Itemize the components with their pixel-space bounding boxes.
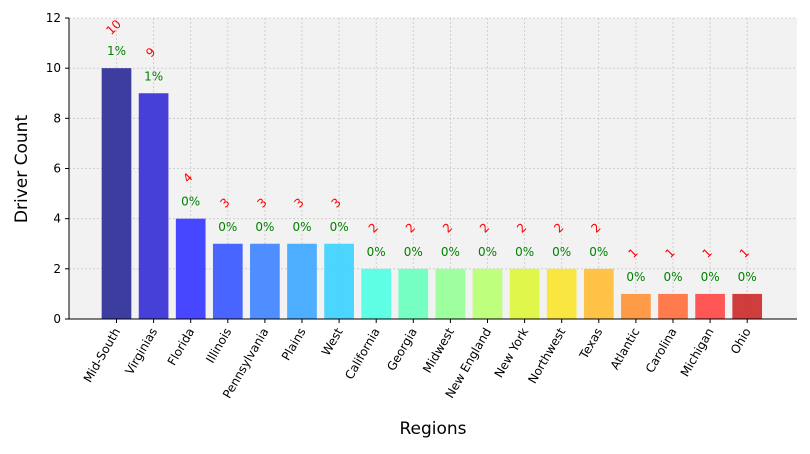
- bar: [250, 243, 280, 319]
- x-tick-label: Florida: [165, 326, 198, 368]
- bar: [398, 268, 429, 319]
- y-tick-label: 8: [53, 111, 61, 125]
- bar: [101, 68, 132, 320]
- x-tick-label: Atlantic: [608, 326, 643, 373]
- bar: [435, 268, 466, 319]
- bar: [583, 268, 614, 319]
- percent-label: 0%: [478, 245, 497, 259]
- percent-label: 0%: [626, 270, 645, 284]
- bar: [472, 268, 503, 319]
- x-tick-label: Michigan: [678, 326, 717, 380]
- bar: [212, 243, 243, 319]
- x-tick-label: Carolina: [643, 326, 680, 376]
- bar: [138, 93, 169, 319]
- y-tick-label: 2: [53, 262, 61, 276]
- percent-label: 0%: [552, 245, 571, 259]
- percent-label: 0%: [738, 270, 757, 284]
- percent-label: 0%: [367, 245, 386, 259]
- percent-label: 1%: [144, 69, 163, 83]
- x-tick-label: Plains: [279, 326, 309, 363]
- bar: [361, 268, 392, 319]
- bar: [658, 293, 688, 319]
- bar: [732, 293, 763, 319]
- bar: [509, 268, 540, 319]
- y-tick-label: 0: [53, 312, 61, 326]
- bar: [175, 218, 206, 319]
- bars: [101, 68, 763, 320]
- percent-label: 0%: [218, 220, 237, 234]
- y-tick-label: 6: [53, 162, 61, 176]
- x-tick-label: West: [319, 325, 346, 358]
- x-tick-label: New York: [492, 325, 532, 380]
- bar: [621, 293, 651, 319]
- bar: [287, 243, 317, 319]
- percent-label: 0%: [515, 245, 534, 259]
- x-tick-label: Ohio: [728, 326, 754, 357]
- y-tick-label: 10: [46, 61, 61, 75]
- percent-label: 0%: [255, 220, 274, 234]
- percent-label: 0%: [404, 245, 423, 259]
- x-tick-label: Illinois: [203, 326, 234, 366]
- percent-label: 1%: [107, 44, 126, 58]
- x-tick-label: Midwest: [420, 325, 457, 375]
- percent-label: 0%: [181, 195, 200, 209]
- bar: [695, 293, 725, 319]
- x-tick-label: Georgia: [384, 326, 420, 374]
- bar: [324, 243, 354, 319]
- y-tick-label: 12: [46, 11, 61, 25]
- bar: [546, 268, 577, 319]
- percent-label: 0%: [663, 270, 682, 284]
- x-tick-label: Mid-South: [81, 326, 123, 385]
- percent-label: 0%: [589, 245, 608, 259]
- x-tick-label: Virginias: [122, 326, 160, 378]
- y-tick-label: 4: [53, 212, 61, 226]
- x-tick-label: California: [342, 326, 383, 382]
- y-axis-title: Driver Count: [12, 115, 32, 224]
- percent-label: 0%: [292, 220, 311, 234]
- percent-label: 0%: [330, 220, 349, 234]
- x-tick-label: Texas: [576, 326, 605, 363]
- percent-label: 0%: [441, 245, 460, 259]
- x-tick-label: Northwest: [525, 325, 568, 386]
- percent-label: 0%: [701, 270, 720, 284]
- x-axis-title: Regions: [399, 419, 466, 439]
